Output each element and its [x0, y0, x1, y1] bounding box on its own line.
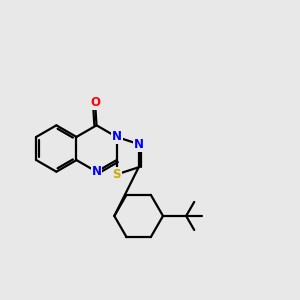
- Text: N: N: [92, 165, 101, 178]
- Text: S: S: [112, 168, 121, 181]
- Text: O: O: [90, 96, 100, 109]
- Text: N: N: [134, 138, 144, 151]
- Text: N: N: [112, 130, 122, 143]
